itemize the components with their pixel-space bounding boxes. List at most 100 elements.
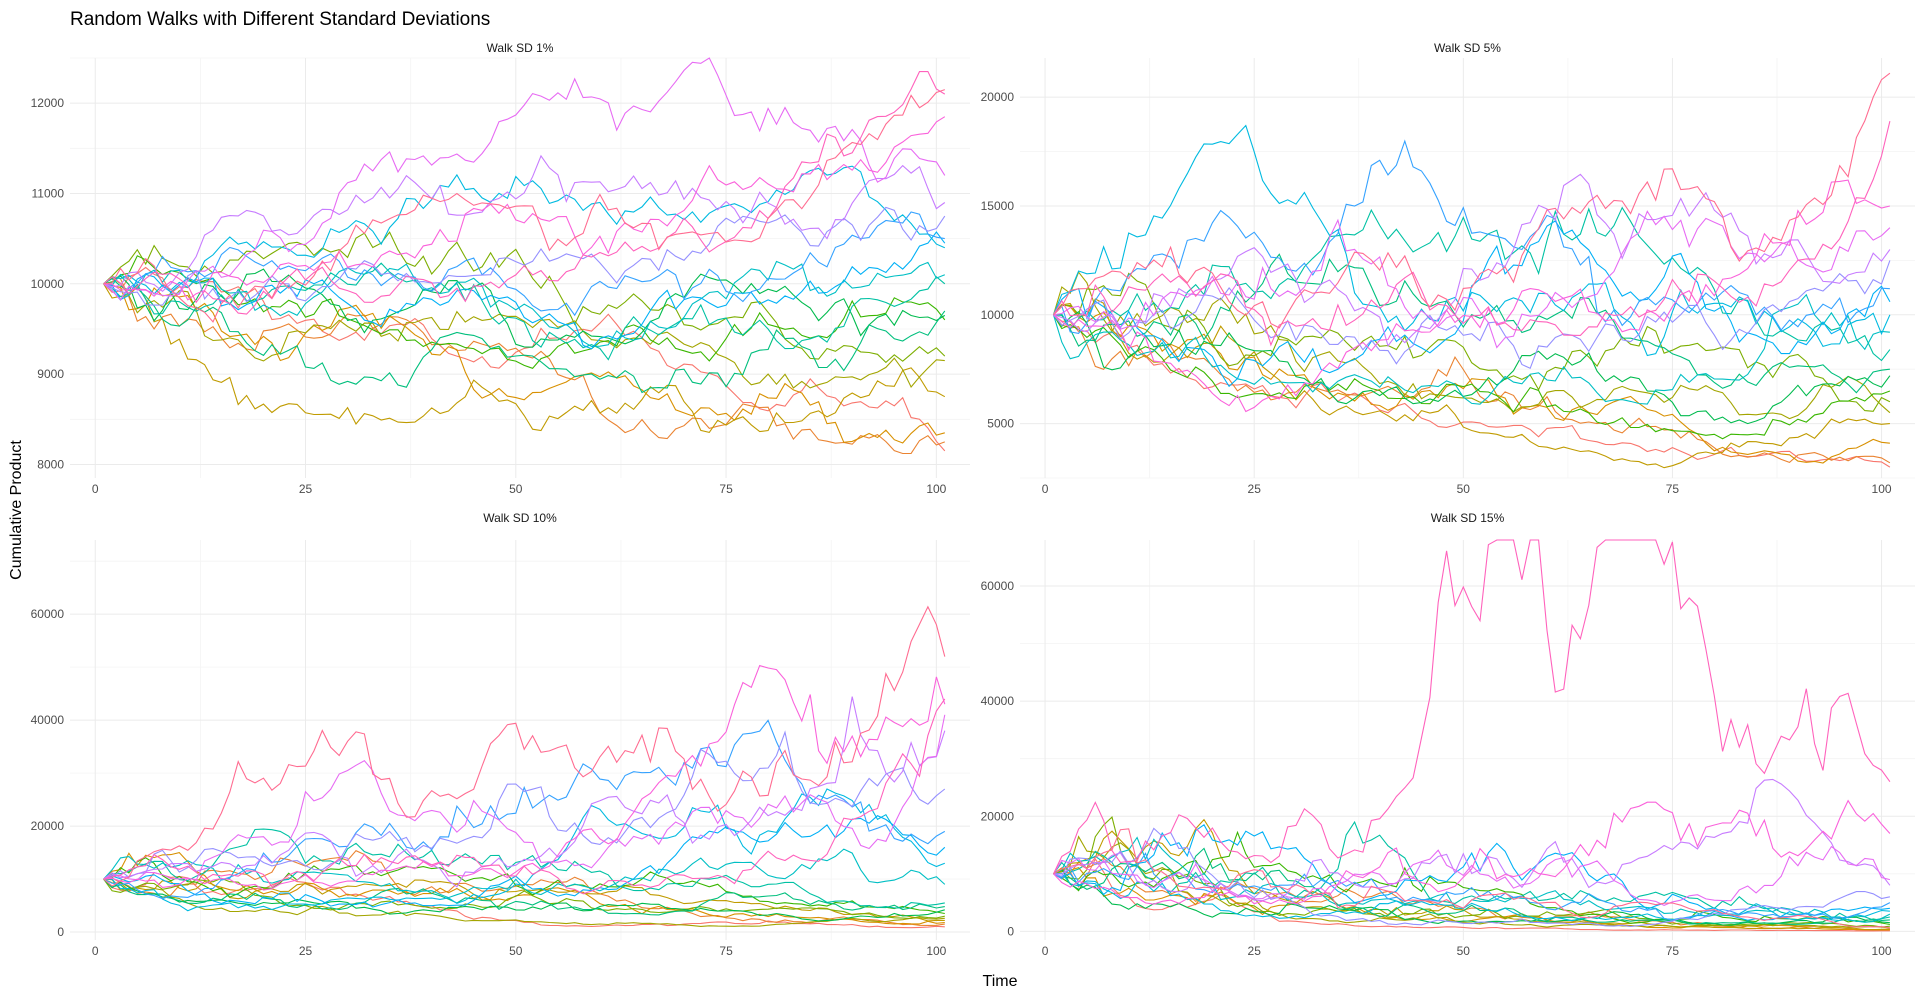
panel-title: Walk SD 15% (1431, 511, 1505, 525)
walk-line (1053, 868, 1890, 926)
walk-line (103, 719, 946, 900)
walk-line (1053, 72, 1891, 329)
walk-line (103, 277, 945, 389)
y-tick-label: 0 (57, 925, 64, 939)
x-tick-label: 0 (92, 944, 99, 958)
walk-line (103, 116, 946, 301)
walk-line (103, 605, 946, 887)
walk-line (1053, 139, 1890, 334)
walk-line (103, 828, 945, 909)
panel-title: Walk SD 10% (483, 511, 557, 525)
walk-line (1053, 816, 1890, 928)
walk-line (1053, 272, 1891, 412)
walk-line (103, 283, 945, 444)
walk-line (103, 231, 946, 350)
walk-line (1053, 314, 1891, 468)
x-tick-label: 0 (1042, 482, 1049, 496)
walk-line (103, 57, 946, 301)
walk-line (103, 211, 945, 317)
walk-line (1053, 845, 1891, 907)
x-tick-label: 25 (1248, 944, 1262, 958)
walk-line (103, 698, 946, 895)
x-tick-label: 75 (719, 482, 733, 496)
x-tick-label: 0 (92, 482, 99, 496)
x-tick-label: 100 (1872, 482, 1892, 496)
walk-line (1052, 271, 1891, 420)
walk-line (103, 730, 946, 880)
walk-line (1052, 293, 1890, 405)
x-tick-label: 100 (1872, 944, 1892, 958)
walk-line (1053, 539, 1891, 875)
walk-line (1053, 872, 1890, 922)
walk-line (103, 268, 946, 348)
x-tick-label: 75 (1666, 944, 1680, 958)
x-tick-label: 75 (1666, 482, 1680, 496)
walk-line (1053, 253, 1890, 394)
walk-line (103, 89, 945, 323)
y-tick-label: 15000 (981, 199, 1015, 213)
walk-line (1053, 828, 1890, 929)
walk-line (1053, 173, 1891, 348)
walk-line (1053, 830, 1890, 926)
y-axis-title: Cumulative Product (8, 440, 25, 580)
walk-line (1053, 120, 1891, 347)
walk-line (1053, 847, 1890, 925)
walk-line (1052, 124, 1891, 357)
walk-line (1053, 179, 1891, 413)
walk-line (103, 255, 946, 369)
walk-line (1053, 298, 1890, 469)
walk-line (1053, 220, 1891, 388)
y-tick-label: 5000 (987, 417, 1014, 431)
y-tick-label: 9000 (37, 367, 64, 381)
x-tick-label: 75 (719, 944, 733, 958)
x-tick-label: 25 (299, 482, 313, 496)
y-tick-label: 10000 (981, 308, 1015, 322)
panel-1: Walk SD 1% 0 25 50 75 100 8000 9000 10000 11000 12… (31, 41, 970, 496)
walk-line (103, 815, 946, 908)
walk-line (1053, 823, 1890, 921)
walk-line (103, 154, 946, 293)
walk-line (1053, 827, 1891, 928)
x-tick-label: 25 (1248, 482, 1262, 496)
y-tick-label: 0 (1007, 924, 1014, 938)
y-tick-label: 20000 (31, 819, 65, 833)
walk-line (1053, 310, 1891, 425)
walk-line (1053, 835, 1890, 929)
x-tick-label: 100 (926, 482, 946, 496)
chart-title: Random Walks with Different Standard Dev… (70, 9, 490, 30)
walk-line (1053, 260, 1891, 370)
x-tick-label: 50 (1457, 482, 1471, 496)
y-tick-label: 40000 (981, 694, 1015, 708)
walk-line (1053, 778, 1891, 902)
walk-line (103, 278, 946, 394)
walk-line (103, 70, 946, 315)
x-tick-label: 50 (509, 944, 523, 958)
panel-4: Walk SD 15% 0 25 50 75 100 0 20000 40000 60000 (981, 511, 1915, 958)
walk-line (103, 878, 945, 916)
walk-line (103, 878, 945, 922)
walk-line (103, 260, 946, 348)
walk-line (103, 696, 946, 888)
y-tick-label: 60000 (981, 579, 1015, 593)
x-tick-label: 25 (299, 944, 313, 958)
panel-title: Walk SD 5% (1434, 41, 1501, 55)
walk-line (103, 283, 946, 434)
walk-line (103, 664, 946, 891)
x-tick-label: 100 (926, 944, 946, 958)
x-tick-label: 0 (1042, 944, 1049, 958)
walk-line (1053, 314, 1891, 464)
panel-title: Walk SD 1% (487, 41, 554, 55)
walk-line (103, 714, 946, 882)
panel-3: Walk SD 10% 0 25 50 75 100 0 20000 40000 60000 (31, 511, 970, 958)
y-tick-label: 12000 (31, 96, 65, 110)
y-tick-label: 60000 (31, 607, 65, 621)
y-tick-label: 11000 (32, 186, 65, 200)
walk-line (1053, 836, 1891, 923)
walk-line (1053, 206, 1891, 362)
y-tick-label: 20000 (981, 90, 1015, 104)
y-tick-label: 10000 (31, 277, 65, 291)
panels-container: Walk SD 1%0 25 50 75 10080009000100001100012… (31, 41, 1915, 958)
walk-line (103, 878, 945, 927)
walk-line (103, 877, 945, 920)
